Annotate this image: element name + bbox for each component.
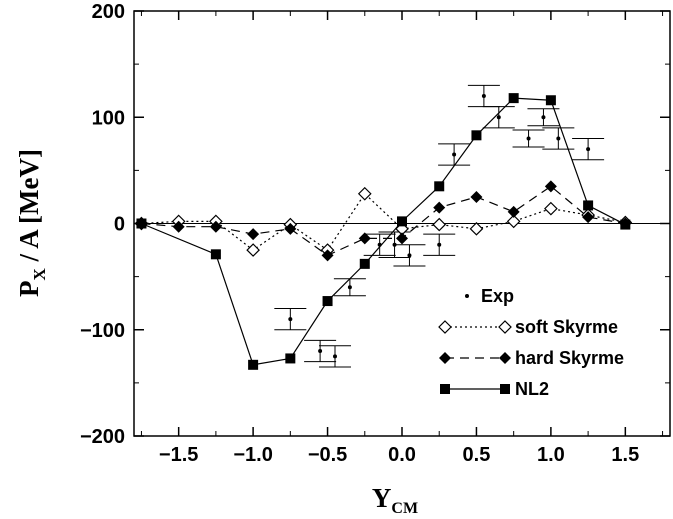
- x-tick-label: 1.0: [537, 444, 565, 466]
- series-exp-point: [407, 253, 412, 258]
- series-hard-skyrme-point: [172, 220, 185, 233]
- series-1: [134, 186, 633, 257]
- series-nl2-point: [583, 200, 594, 211]
- x-axis-title: YCM: [372, 483, 418, 517]
- axis-ticks: [134, 10, 670, 437]
- series-hard-skyrme-point: [507, 205, 520, 218]
- legend-hard-skyrme-label: hard Skyrme: [515, 348, 624, 368]
- legend-soft-skyrme-marker: [438, 320, 452, 334]
- series-hard-skyrme-point: [396, 232, 408, 245]
- series-hard-skyrme-point: [544, 180, 557, 193]
- legend-hard-skyrme-marker: [499, 352, 511, 364]
- x-tick-label: 0.0: [388, 444, 416, 466]
- series-exp-point: [347, 285, 352, 290]
- series-exp-point: [318, 349, 323, 353]
- legend-nl2-marker: [440, 384, 450, 394]
- y-axis-title: PX / A [MeV]: [14, 149, 49, 297]
- series-nl2-point: [359, 258, 370, 269]
- legend-soft-skyrme-label: soft Skyrme: [515, 317, 618, 337]
- series-exp-point: [586, 147, 591, 152]
- series-exp-point: [452, 152, 457, 157]
- series-hard-skyrme-point: [358, 232, 371, 245]
- y-tick-label: 0: [114, 214, 125, 236]
- series-nl2-point: [248, 359, 259, 370]
- series-nl2-point: [322, 296, 333, 307]
- series-nl2-point: [545, 95, 556, 106]
- series-nl2-point: [620, 219, 631, 230]
- legend-exp-marker: [465, 294, 469, 298]
- series-exp-point: [556, 136, 561, 141]
- series-hard-skyrme-point: [321, 249, 334, 262]
- y-tick-label: 100: [92, 107, 125, 129]
- series-soft-skyrme-point: [357, 186, 372, 201]
- series-exp-point: [481, 94, 486, 98]
- series-hard-skyrme-point: [433, 201, 446, 214]
- series-hard-skyrme-line: [141, 185, 626, 257]
- legend-nl2-marker: [500, 384, 510, 394]
- x-tick-label: 1.5: [611, 444, 639, 466]
- series-nl2-point: [434, 181, 445, 192]
- series-soft-skyrme-line: [141, 192, 626, 251]
- y-tick-label: 200: [92, 1, 125, 23]
- y-tick-label: −200: [80, 426, 125, 448]
- series-0: [274, 84, 605, 368]
- series-nl2-point: [397, 216, 407, 227]
- series-nl2-point: [285, 353, 296, 364]
- series-soft-skyrme-point: [469, 221, 484, 236]
- series-exp-point: [526, 136, 531, 141]
- series-exp-point: [437, 242, 442, 247]
- x-tick-label: 0.5: [463, 444, 491, 466]
- legend-hard-skyrme-marker: [439, 352, 451, 364]
- series-soft-skyrme-point: [506, 214, 521, 229]
- series-hard-skyrme-point: [209, 220, 222, 233]
- legend-soft-skyrme-marker: [498, 320, 512, 334]
- series-exp-point: [333, 354, 337, 359]
- series-hard-skyrme-point: [582, 211, 595, 224]
- x-tick-label: −1.0: [233, 444, 272, 466]
- plot-content: [134, 84, 670, 370]
- y-tick-label: −100: [80, 320, 125, 342]
- x-tick-label: −0.5: [308, 444, 347, 466]
- x-tick-label: −1.5: [159, 444, 198, 466]
- series-soft-skyrme-point: [432, 217, 447, 232]
- series-exp-point: [541, 115, 546, 120]
- series-hard-skyrme-point: [284, 222, 297, 235]
- legend-exp-label: Exp: [481, 286, 514, 306]
- tick-labels: −1.5 −1.0 −0.5 0.0 0.5 1.0 1.5 −200 −100 0 100 200: [80, 1, 639, 466]
- legend-nl2-label: NL2: [515, 379, 549, 399]
- series-exp-point: [496, 115, 501, 120]
- series-nl2-point: [508, 93, 519, 104]
- series-hard-skyrme-point: [470, 190, 483, 203]
- series-hard-skyrme-point: [247, 228, 260, 241]
- series-soft-skyrme-point: [246, 243, 260, 257]
- series-soft-skyrme-point: [544, 201, 558, 216]
- series-exp-point: [288, 317, 293, 322]
- series-nl2-point: [471, 130, 482, 141]
- series-nl2-point: [210, 249, 221, 260]
